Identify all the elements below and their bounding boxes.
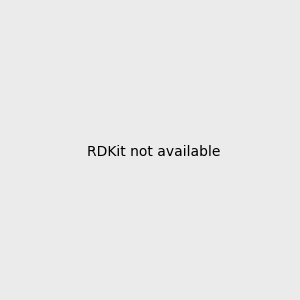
Text: RDKit not available: RDKit not available	[87, 145, 220, 158]
